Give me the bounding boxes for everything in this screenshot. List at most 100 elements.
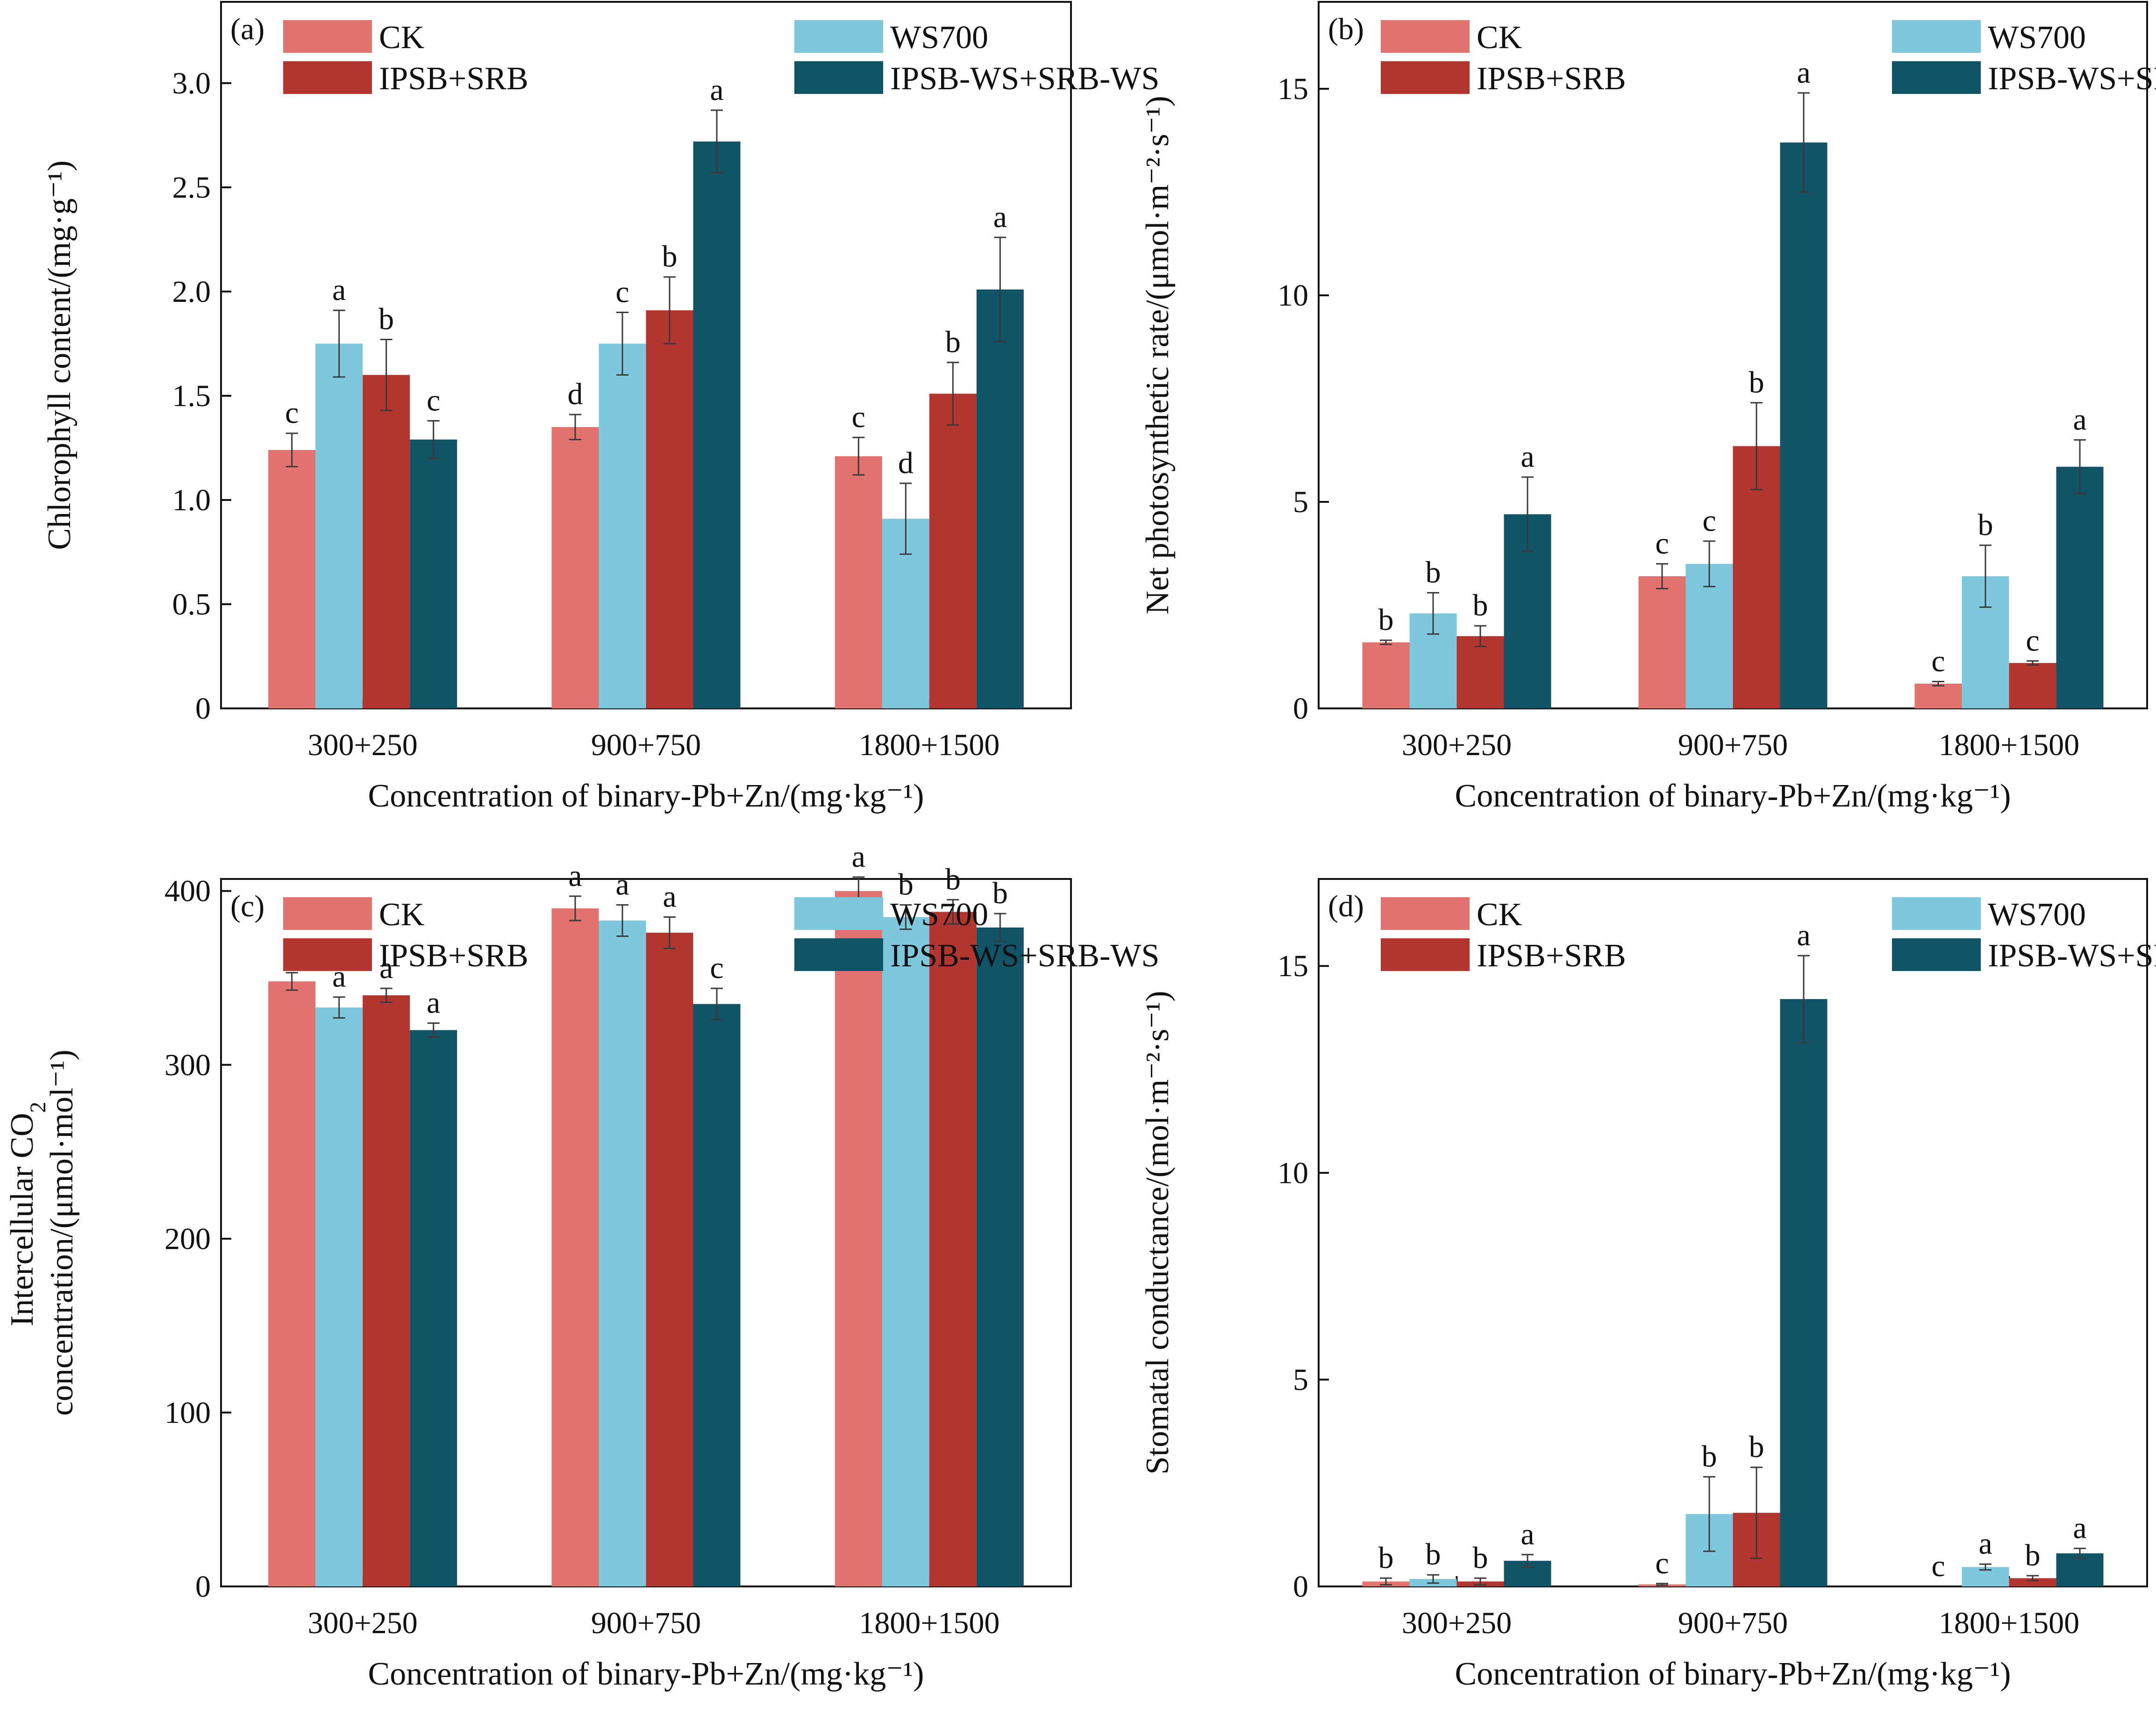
bar <box>976 927 1024 1586</box>
legend-swatch <box>794 938 883 971</box>
panel-label: (b) <box>1328 12 1364 46</box>
legend-swatch <box>1381 897 1470 930</box>
y-axis-title: Net photosynthetic rate/(μmol·m⁻²·s⁻¹) <box>1140 96 1176 614</box>
legend: CK WS700 IPSB+SRB IPSB-WS+SRB-WS <box>283 897 1159 974</box>
significance-letter: c <box>427 383 440 417</box>
bar <box>1914 683 1962 708</box>
plot-frame <box>1318 878 2148 1587</box>
y-tick-label: 300 <box>164 1048 211 1082</box>
y-tick-label: 5 <box>1293 485 1308 519</box>
x-axis-title: Concentration of binary-Pb+Zn/(mg·kg⁻¹) <box>368 1656 924 1692</box>
significance-letter: a <box>379 951 393 985</box>
x-tick-label: 900+750 <box>591 728 701 762</box>
chart-panel-c: (c)0100200300400300+250aaaa900+750aaac18… <box>4 840 1159 1692</box>
legend-swatch <box>283 20 372 53</box>
significance-letter: c <box>2026 623 2039 657</box>
legend-swatch <box>1892 61 1981 94</box>
x-tick-label: 1800+1500 <box>1939 1606 2079 1640</box>
significance-letter: a <box>1521 440 1534 474</box>
significance-letter: b <box>1749 365 1764 400</box>
significance-letter: b <box>898 868 914 902</box>
bar <box>551 427 599 708</box>
y-tick-label: 400 <box>164 874 211 908</box>
legend-label: IPSB-WS+SRB-WS <box>1988 938 2156 974</box>
legend: CK WS700 IPSB+SRB IPSB-WS+SRB-WS <box>1381 20 2156 97</box>
x-tick-label: 900+750 <box>1678 1606 1788 1640</box>
panel-label: (a) <box>230 12 264 46</box>
significance-letter: b <box>945 862 961 896</box>
legend-swatch <box>1381 938 1470 971</box>
y-axis-title-subscript: 2 <box>26 1102 50 1113</box>
legend-label: IPSB+SRB <box>379 61 528 97</box>
y-tick-label: 15 <box>1278 72 1308 106</box>
legend-swatch <box>794 20 883 53</box>
significance-letter: a <box>1797 918 1810 952</box>
significance-letter: b <box>378 302 394 336</box>
x-tick-label: 300+250 <box>1402 728 1512 762</box>
bar <box>2009 663 2056 708</box>
bar <box>929 912 977 1586</box>
significance-letter: c <box>285 396 299 430</box>
significance-letter: a <box>710 73 723 107</box>
legend-label: WS700 <box>890 20 988 56</box>
bar <box>1638 576 1686 708</box>
bar <box>835 891 882 1586</box>
bar <box>976 289 1024 708</box>
bar <box>2056 466 2104 708</box>
y-tick-label: 100 <box>164 1396 211 1430</box>
significance-letter: d <box>568 377 583 411</box>
significance-letter: b <box>945 325 961 359</box>
y-tick-label: 1.0 <box>172 483 211 517</box>
significance-letter: c <box>1931 1549 1945 1583</box>
significance-letter: c <box>1931 644 1945 678</box>
significance-letter: b <box>1426 1537 1441 1571</box>
y-axis-title: Stomatal conductance/(mol·m⁻²·s⁻¹) <box>1140 991 1176 1474</box>
significance-letter: c <box>1655 1546 1669 1580</box>
x-tick-label: 300+250 <box>1402 1606 1512 1640</box>
significance-letter: b <box>1378 603 1394 637</box>
x-tick-label: 900+750 <box>1678 728 1788 762</box>
chart-panel-b: (b)051015300+250bbba900+750ccba1800+1500… <box>1140 1 2156 814</box>
y-tick-label: 0 <box>195 1570 211 1604</box>
significance-letter: b <box>1702 1439 1717 1473</box>
legend-swatch <box>1381 20 1470 53</box>
significance-letter: c <box>1702 504 1716 538</box>
panel-label: (c) <box>230 889 264 923</box>
significance-letter: b <box>1749 1430 1764 1464</box>
legend-label: WS700 <box>1988 897 2086 933</box>
bar <box>2009 1578 2056 1586</box>
significance-letter: a <box>568 859 582 893</box>
y-tick-label: 2.5 <box>172 171 211 205</box>
significance-letter: a <box>2073 1511 2086 1545</box>
significance-letter: b <box>1473 1541 1488 1575</box>
legend-swatch <box>1892 20 1981 53</box>
x-tick-label: 1800+1500 <box>1939 728 2079 762</box>
significance-letter: b <box>992 876 1008 910</box>
bar <box>551 908 599 1586</box>
legend-label: IPSB+SRB <box>1477 938 1626 974</box>
bar <box>835 456 882 708</box>
significance-letter: a <box>1978 1527 1992 1561</box>
legend-label: IPSB-WS+SRB-WS <box>890 61 1159 97</box>
significance-letter: a <box>1521 1517 1534 1551</box>
bar <box>599 343 646 708</box>
y-tick-label: 2.0 <box>172 275 211 309</box>
y-tick-label: 200 <box>164 1222 211 1256</box>
bar <box>693 1004 741 1586</box>
significance-letter: b <box>662 240 678 274</box>
legend-swatch <box>283 938 372 971</box>
significance-letter: a <box>2073 402 2086 436</box>
y-axis-title: Chlorophyll content/(mg·g⁻¹) <box>42 160 78 550</box>
significance-letter: b <box>1978 508 1993 542</box>
x-axis-title: Concentration of binary-Pb+Zn/(mg·kg⁻¹) <box>1455 1656 2011 1692</box>
y-tick-label: 5 <box>1293 1363 1308 1397</box>
significance-letter: c <box>615 275 629 309</box>
legend-label: IPSB-WS+SRB-WS <box>1988 61 2156 97</box>
bar <box>599 920 646 1586</box>
significance-letter: d <box>898 446 914 480</box>
y-tick-label: 10 <box>1278 1156 1308 1190</box>
legend-label: WS700 <box>890 897 988 933</box>
significance-letter: c <box>710 951 723 985</box>
chart-panel-a: (a)00.51.01.52.02.53.0300+250cabc900+750… <box>42 1 1159 814</box>
